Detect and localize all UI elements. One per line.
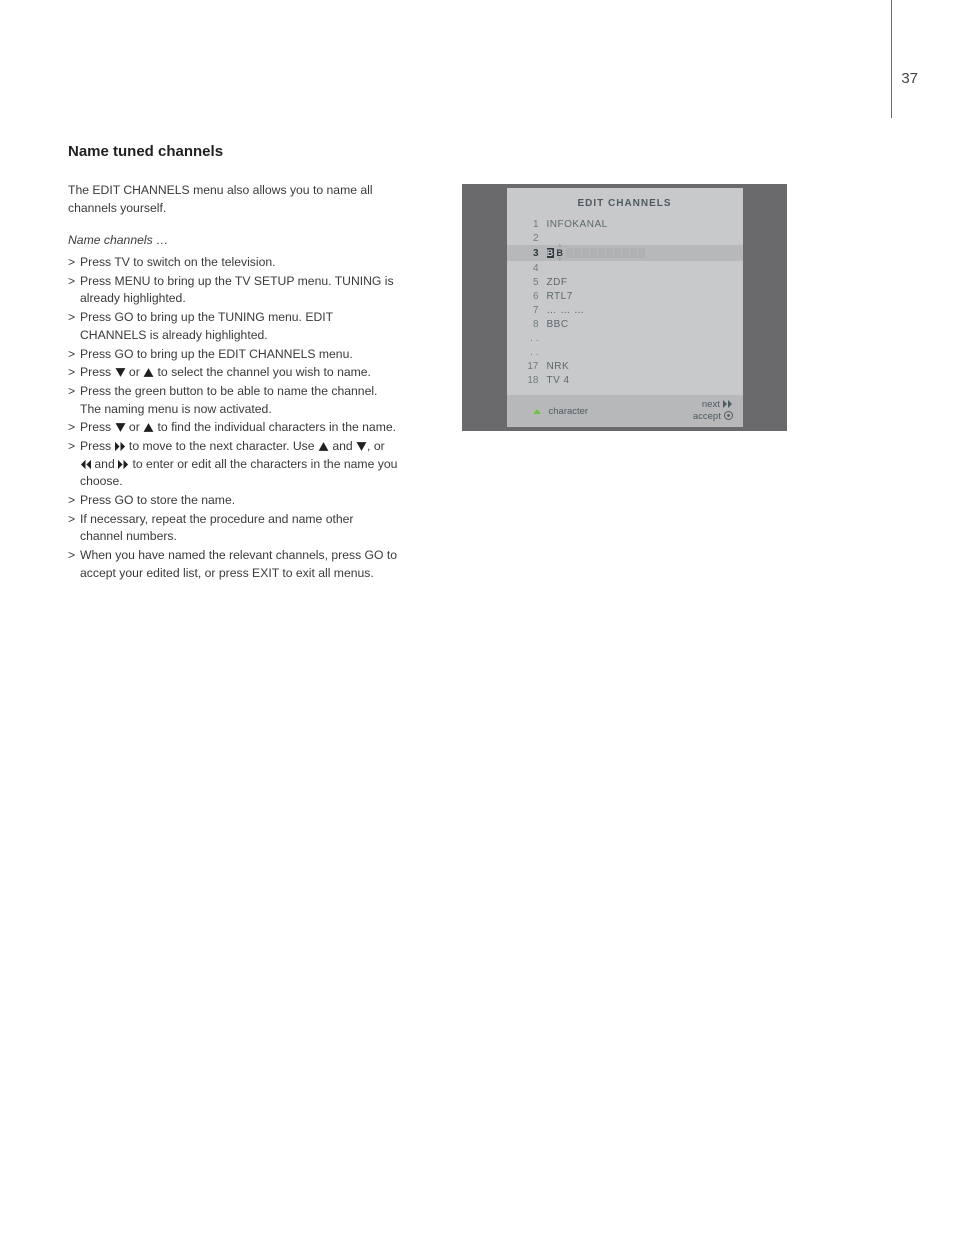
osd-row: 18TV 4 (527, 373, 727, 387)
intro-paragraph: The EDIT CHANNELS menu also allows you t… (68, 182, 398, 217)
body-text-column: The EDIT CHANNELS menu also allows you t… (68, 182, 398, 583)
osd-row: 4 (527, 261, 727, 275)
osd-footer: character next accept (507, 395, 743, 427)
step-item: >Press to move to the next character. Us… (68, 438, 398, 491)
step-item: >Press TV to switch on the television. (68, 254, 398, 272)
osd-row: . . (527, 345, 727, 359)
osd-figure: EDIT CHANNELS 1INFOKANAL23B▲B▼45ZDF6RTL7… (462, 184, 787, 431)
osd-row: 1INFOKANAL (527, 217, 727, 231)
footer-next-label: next (702, 399, 720, 410)
go-round-icon (724, 411, 733, 423)
footer-left-label: character (549, 406, 589, 417)
step-item: >Press GO to bring up the TUNING menu. E… (68, 309, 398, 344)
step-item: >Press or to select the channel you wish… (68, 364, 398, 382)
section-title: Name tuned channels (68, 143, 888, 160)
step-item: >Press GO to store the name. (68, 492, 398, 510)
page-number: 37 (901, 70, 918, 87)
osd-channel-list: 1INFOKANAL23B▲B▼45ZDF6RTL77… … …8BBC. ..… (507, 217, 743, 387)
procedure-heading: Name channels … (68, 232, 398, 250)
step-item: >Press the green button to be able to na… (68, 383, 398, 418)
osd-row: . . (527, 331, 727, 345)
green-triangle-icon (533, 409, 541, 414)
margin-rule (891, 0, 892, 118)
step-item: >Press or to find the individual charact… (68, 419, 398, 437)
step-item: >If necessary, repeat the procedure and … (68, 511, 398, 546)
osd-row: 5ZDF (527, 275, 727, 289)
osd-row: 17NRK (527, 359, 727, 373)
osd-row: 8BBC (527, 317, 727, 331)
osd-row: 7… … … (527, 303, 727, 317)
osd-row: 6RTL7 (527, 289, 727, 303)
step-item: >Press MENU to bring up the TV SETUP men… (68, 273, 398, 308)
procedure-steps: >Press TV to switch on the television.>P… (68, 254, 398, 582)
step-item: >Press GO to bring up the EDIT CHANNELS … (68, 346, 398, 364)
osd-row-selected: 3B▲B▼ (507, 245, 743, 261)
step-item: >When you have named the relevant channe… (68, 547, 398, 582)
osd-title: EDIT CHANNELS (507, 188, 743, 217)
footer-accept-label: accept (693, 411, 721, 422)
fast-forward-icon (723, 400, 733, 411)
